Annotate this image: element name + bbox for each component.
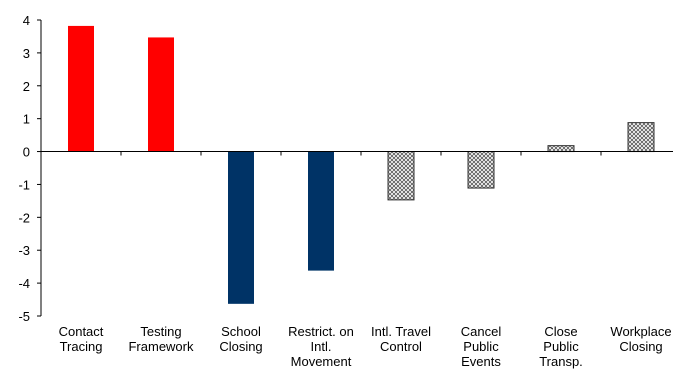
bar: [387, 151, 415, 201]
y-tick-label: -2: [18, 210, 30, 225]
x-tick-label: Close Public Transp.: [539, 324, 583, 369]
bar: [547, 145, 575, 153]
x-axis: [40, 151, 673, 156]
y-tick-label: 3: [23, 46, 30, 61]
y-tick-label: -1: [18, 177, 30, 192]
bar: [627, 122, 655, 153]
x-tick-label: Restrict. on Intl. Movement: [288, 324, 354, 369]
y-tick-label: 4: [23, 13, 30, 28]
y-tick-label: 2: [23, 79, 30, 94]
y-axis: 4 3 2 1 0 -1 -2 -3 -4 -5: [18, 13, 42, 324]
y-tick-label: -4: [18, 276, 30, 291]
bar: [68, 25, 94, 152]
y-tick-label: 1: [23, 112, 30, 127]
bar: [148, 37, 174, 152]
x-tick-label: Intl. Travel Control: [371, 324, 431, 354]
x-tick-label: School Closing: [219, 324, 262, 354]
bar: [228, 151, 254, 304]
bars: [68, 25, 655, 304]
x-tick-labels: Contact Tracing Testing Framework School Clos…: [59, 324, 672, 369]
x-tick-label: Testing Framework: [128, 324, 194, 354]
y-tick-label: 0: [23, 145, 30, 160]
y-tick-label: -3: [18, 243, 30, 258]
x-tick-label: Cancel Public Events: [461, 324, 502, 369]
x-tick-label: Workplace Closing: [610, 324, 671, 354]
y-tick-label: -5: [18, 309, 30, 324]
x-tick-label: Contact Tracing: [59, 324, 104, 354]
bar: [308, 151, 334, 271]
bar: [467, 151, 495, 189]
